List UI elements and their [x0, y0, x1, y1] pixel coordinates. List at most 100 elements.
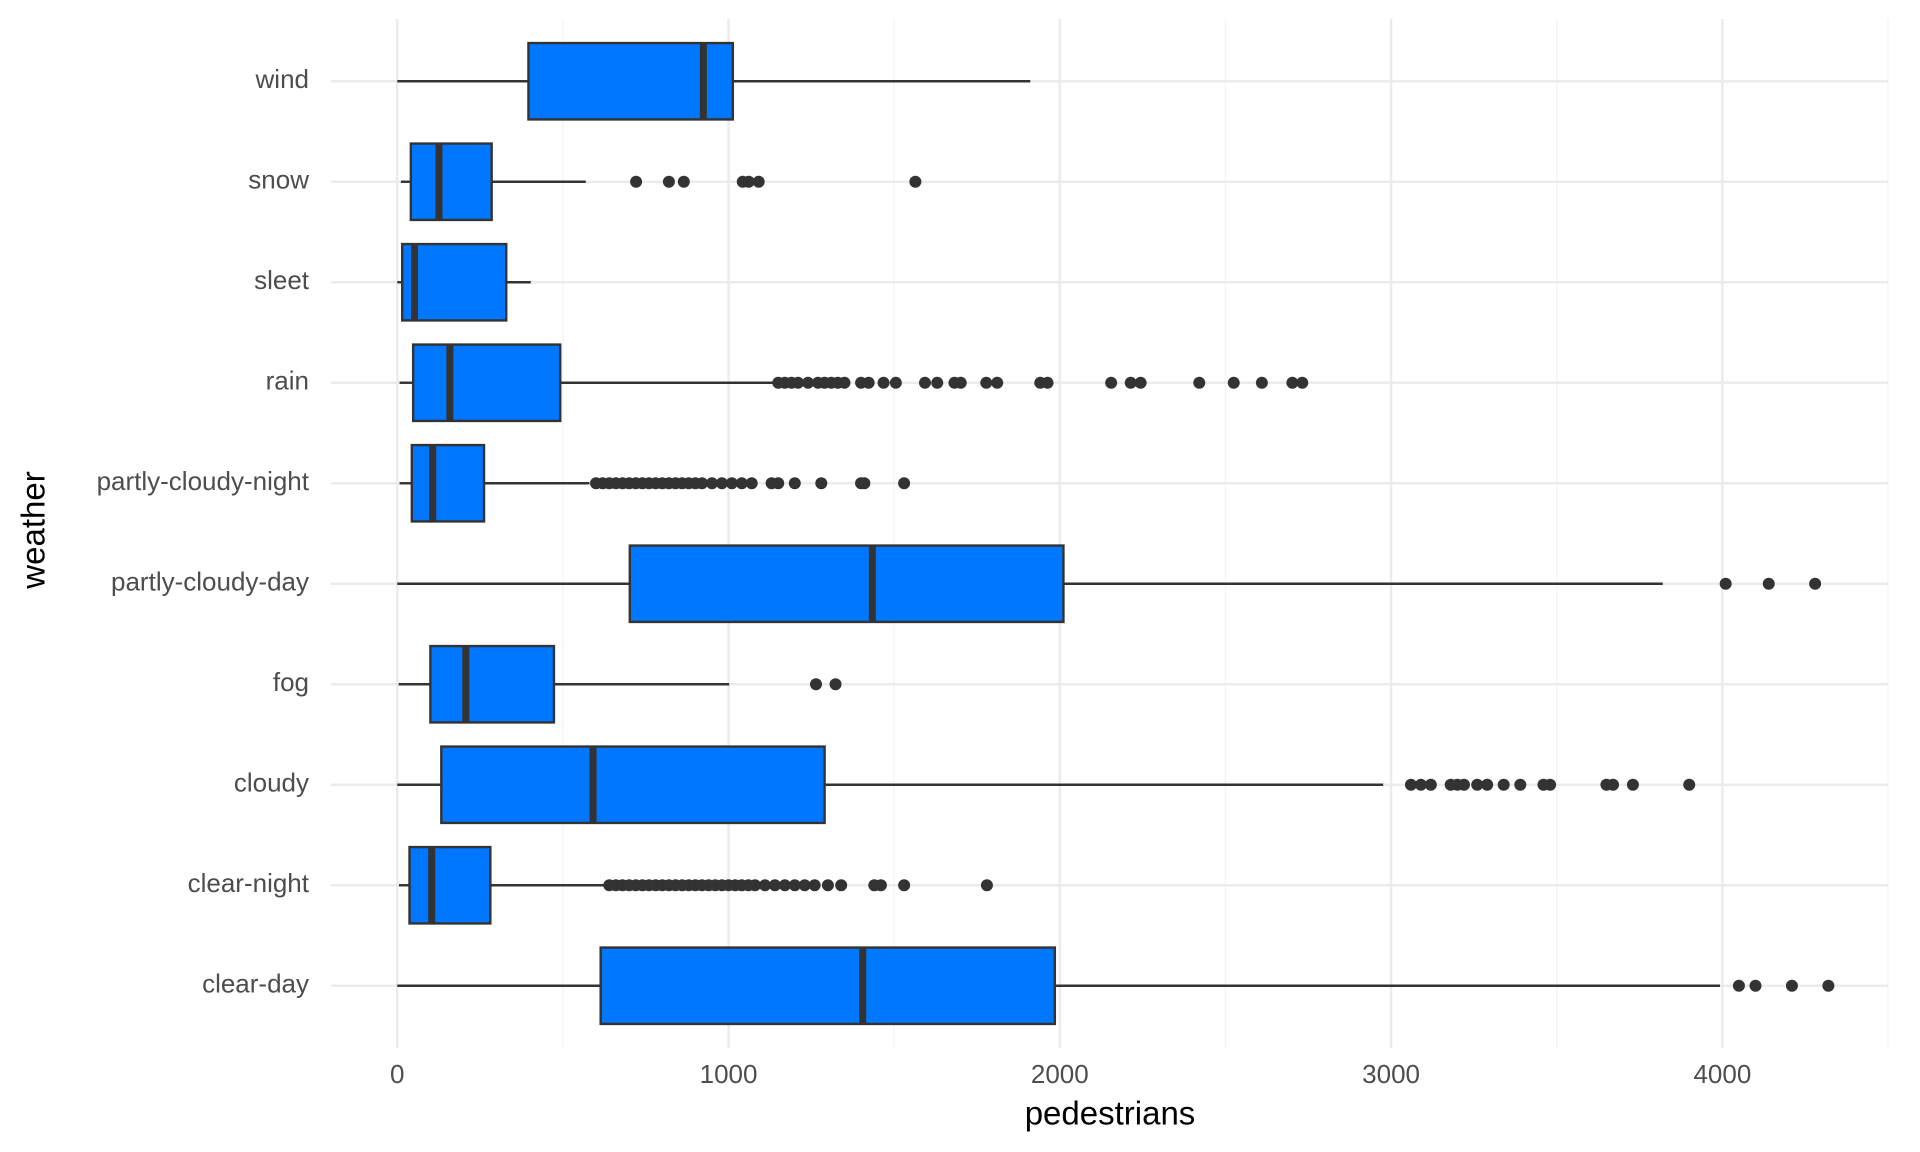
- y-tick-label: clear-day: [202, 969, 309, 999]
- y-tick-label: clear-night: [188, 868, 310, 898]
- box: [411, 343, 562, 423]
- box: [429, 644, 556, 724]
- outlier: [1471, 778, 1484, 791]
- outlier: [862, 376, 875, 389]
- outlier: [877, 376, 890, 389]
- outlier: [768, 879, 781, 892]
- x-tick-label: 4000: [1693, 1059, 1751, 1089]
- outlier: [1404, 778, 1417, 791]
- y-axis-title: weather: [15, 471, 52, 589]
- outlier: [980, 879, 993, 892]
- outlier: [918, 376, 931, 389]
- outlier: [1626, 778, 1639, 791]
- grid: [331, 19, 1889, 1048]
- outlier: [662, 175, 675, 188]
- outlier: [1683, 778, 1696, 791]
- outlier: [1732, 979, 1745, 992]
- outlier: [1286, 376, 1299, 389]
- y-tick-label: snow: [248, 165, 309, 195]
- outlier: [1255, 376, 1268, 389]
- outlier: [1414, 778, 1427, 791]
- outlier: [898, 477, 911, 490]
- outlier: [752, 175, 765, 188]
- outlier: [838, 376, 851, 389]
- outlier: [1124, 376, 1137, 389]
- outlier: [858, 477, 871, 490]
- y-tick-label: cloudy: [234, 768, 309, 798]
- outlier: [788, 879, 801, 892]
- y-tick-label: partly-cloudy-night: [97, 466, 310, 496]
- outlier: [798, 879, 811, 892]
- y-tick-label: partly-cloudy-day: [111, 567, 309, 597]
- outlier: [1193, 376, 1206, 389]
- outlier: [696, 477, 709, 490]
- outlier: [931, 376, 944, 389]
- outlier: [1822, 979, 1835, 992]
- outlier: [778, 879, 791, 892]
- outlier: [1227, 376, 1240, 389]
- outlier: [1762, 577, 1775, 590]
- outlier: [809, 678, 822, 691]
- outlier: [1544, 778, 1557, 791]
- outlier: [991, 376, 1004, 389]
- box: [628, 544, 1065, 624]
- outlier: [815, 477, 828, 490]
- y-tick-label: sleet: [254, 265, 310, 295]
- outlier: [1809, 577, 1822, 590]
- outlier: [749, 879, 762, 892]
- outlier: [835, 879, 848, 892]
- outlier: [821, 879, 834, 892]
- outlier: [889, 376, 902, 389]
- box: [408, 845, 492, 925]
- outlier: [742, 175, 755, 188]
- outlier: [772, 477, 785, 490]
- outlier: [1457, 778, 1470, 791]
- box: [599, 946, 1057, 1026]
- x-tick-label: 1000: [700, 1059, 758, 1089]
- outlier: [1041, 376, 1054, 389]
- outlier: [802, 376, 815, 389]
- outlier: [829, 678, 842, 691]
- outlier: [1497, 778, 1510, 791]
- x-tick-label: 0: [390, 1059, 404, 1089]
- outlier: [758, 879, 771, 892]
- outlier: [1719, 577, 1732, 590]
- y-tick-label: wind: [255, 64, 309, 94]
- outlier: [808, 879, 821, 892]
- outlier: [1481, 778, 1494, 791]
- outlier: [715, 477, 728, 490]
- outlier: [788, 477, 801, 490]
- outlier: [954, 376, 967, 389]
- box: [527, 41, 735, 121]
- outlier: [1296, 376, 1309, 389]
- outlier: [909, 175, 922, 188]
- outlier: [1105, 376, 1118, 389]
- box: [440, 745, 826, 825]
- box: [401, 242, 508, 322]
- outlier: [874, 879, 887, 892]
- outlier: [725, 477, 738, 490]
- outlier: [1134, 376, 1147, 389]
- box: [409, 142, 493, 222]
- outlier: [1514, 778, 1527, 791]
- outlier: [1607, 778, 1620, 791]
- x-tick-label: 3000: [1362, 1059, 1420, 1089]
- outlier: [705, 477, 718, 490]
- plot-area: [397, 41, 1835, 1026]
- y-tick-label: fog: [273, 667, 309, 697]
- outlier: [1749, 979, 1762, 992]
- outlier: [898, 879, 911, 892]
- x-axis-title: pedestrians: [1025, 1095, 1196, 1132]
- outlier: [735, 477, 748, 490]
- outlier: [980, 376, 993, 389]
- box: [410, 443, 486, 523]
- outlier: [630, 175, 643, 188]
- x-tick-label: 2000: [1031, 1059, 1089, 1089]
- outlier: [1785, 979, 1798, 992]
- outlier: [677, 175, 690, 188]
- outlier: [1424, 778, 1437, 791]
- outlier: [745, 477, 758, 490]
- y-tick-label: rain: [266, 366, 309, 396]
